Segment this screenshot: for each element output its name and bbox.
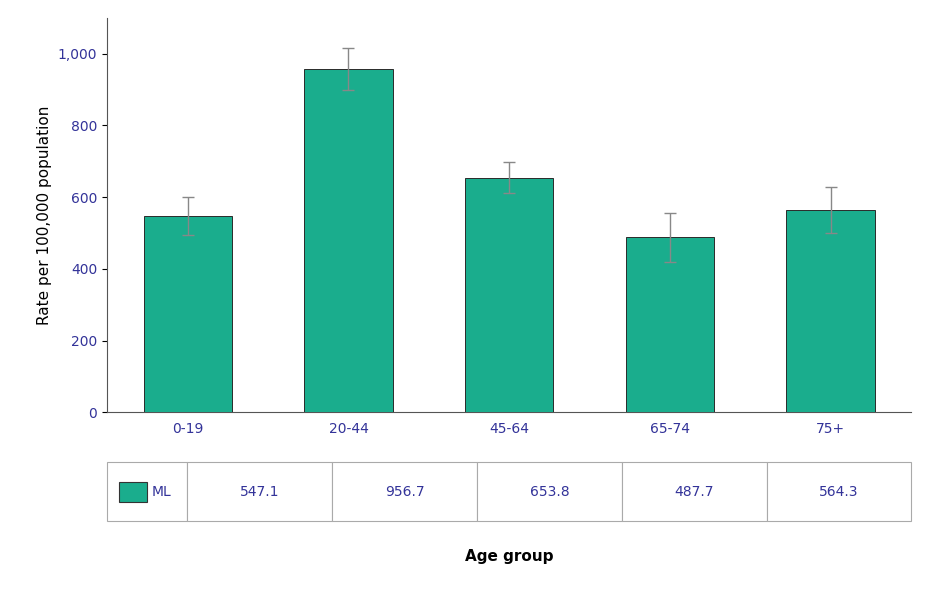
Text: 547.1: 547.1 — [240, 485, 280, 499]
Bar — [465, 178, 553, 412]
Text: Age group: Age group — [465, 549, 553, 564]
Bar — [143, 216, 232, 412]
Bar — [188, 462, 332, 521]
Text: ML: ML — [152, 485, 171, 499]
Y-axis label: Rate per 100,000 population: Rate per 100,000 population — [37, 105, 52, 325]
Text: 653.8: 653.8 — [529, 485, 569, 499]
Bar — [766, 462, 911, 521]
Text: 487.7: 487.7 — [674, 485, 714, 499]
Bar — [622, 462, 766, 521]
Bar — [787, 210, 875, 412]
Bar — [119, 482, 147, 502]
Text: 564.3: 564.3 — [819, 485, 858, 499]
Bar — [304, 69, 392, 412]
Bar — [107, 462, 188, 521]
Bar — [626, 237, 714, 412]
Bar — [477, 462, 622, 521]
Text: 956.7: 956.7 — [385, 485, 424, 499]
Bar — [332, 462, 477, 521]
